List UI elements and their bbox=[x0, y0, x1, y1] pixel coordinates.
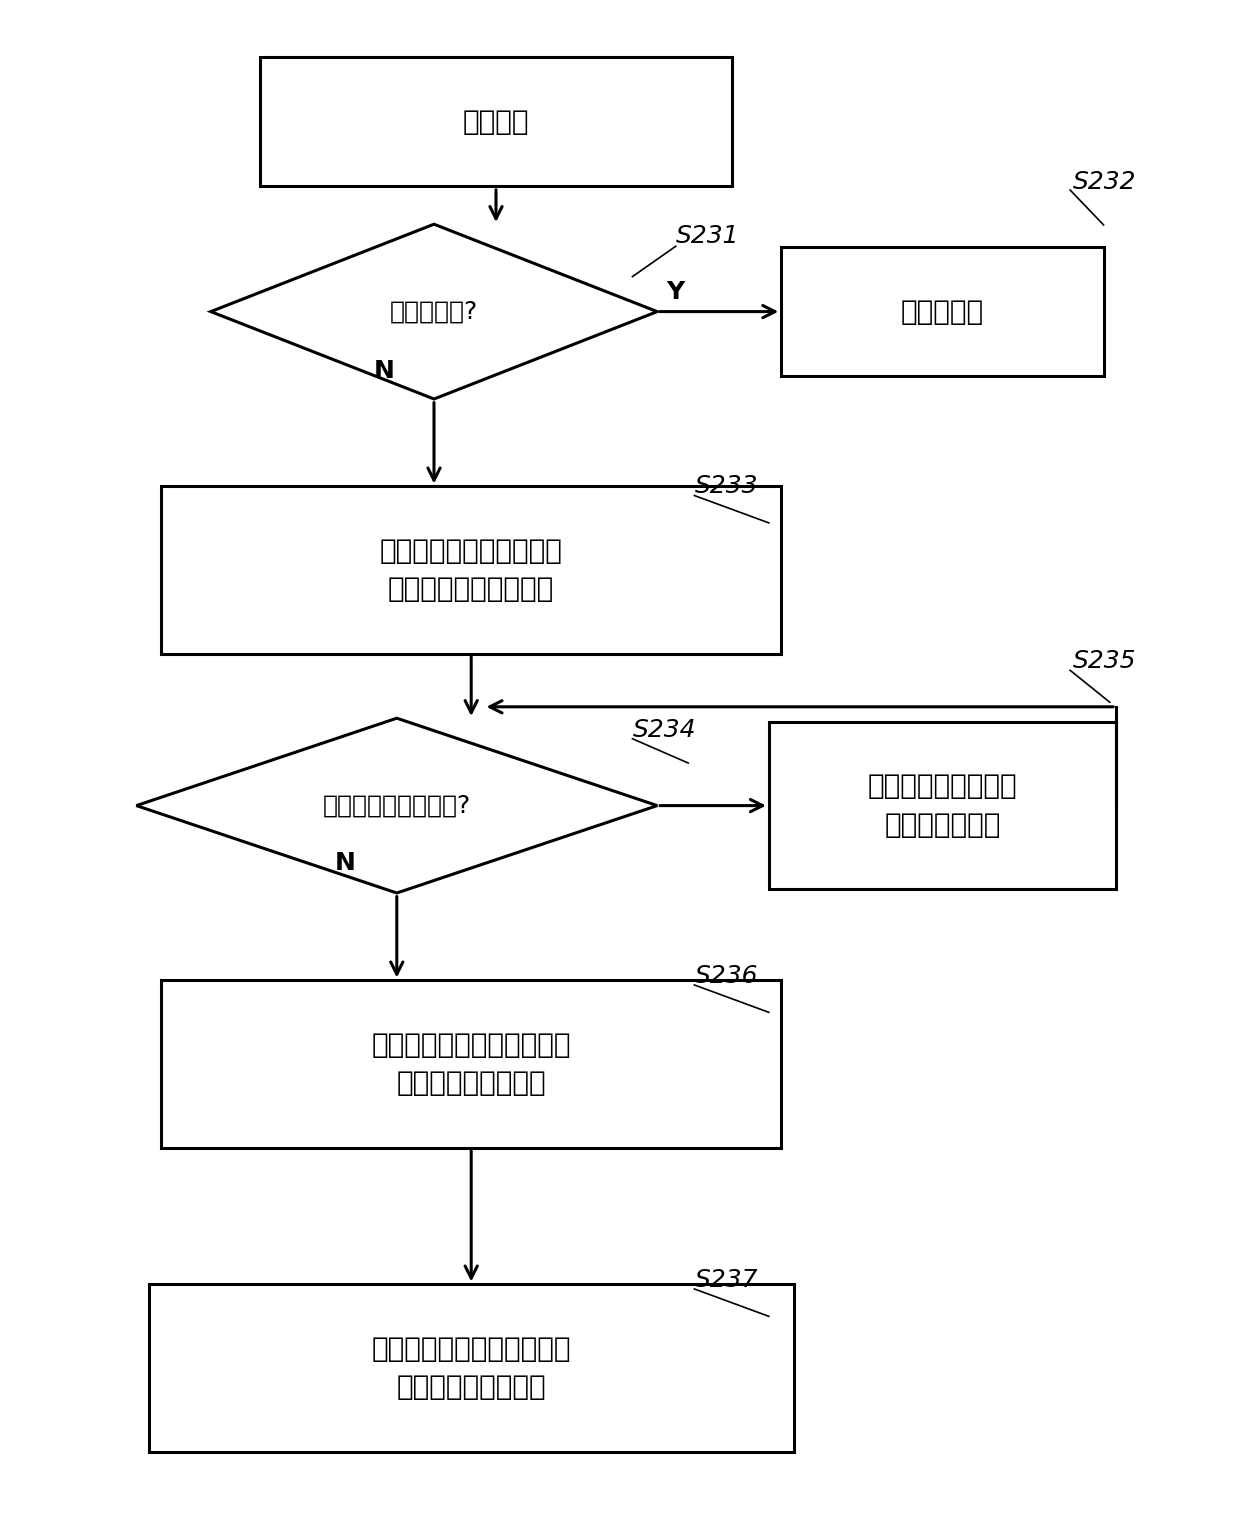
Text: S233: S233 bbox=[694, 474, 758, 499]
Text: S236: S236 bbox=[694, 964, 758, 988]
Text: 从头指针开始遍历链表队
列，逐一检查每个成员: 从头指针开始遍历链表队 列，逐一检查每个成员 bbox=[379, 537, 563, 603]
Text: 返回空指针: 返回空指针 bbox=[900, 298, 985, 325]
Polygon shape bbox=[211, 225, 657, 400]
Bar bbox=[161, 486, 781, 654]
Bar bbox=[781, 246, 1104, 375]
Text: 成员的延迟指针为空?: 成员的延迟指针为空? bbox=[322, 793, 471, 818]
Bar bbox=[161, 980, 781, 1148]
Text: 移向该成员的延迟指
针所指向的成员: 移向该成员的延迟指 针所指向的成员 bbox=[868, 772, 1017, 839]
Text: S232: S232 bbox=[1073, 170, 1136, 195]
Text: 配置开始: 配置开始 bbox=[463, 108, 529, 135]
Text: 头指针为空?: 头指针为空? bbox=[389, 299, 479, 324]
Bar bbox=[260, 56, 732, 185]
Text: 配置类信息中的延迟指针、
刚体数据、延迟时间: 配置类信息中的延迟指针、 刚体数据、延迟时间 bbox=[372, 1335, 570, 1401]
Bar bbox=[149, 1284, 794, 1452]
Text: 该成员作为尾端成员，且获
取该成员的延迟指针: 该成员作为尾端成员，且获 取该成员的延迟指针 bbox=[372, 1031, 570, 1097]
Text: S237: S237 bbox=[694, 1268, 758, 1292]
Polygon shape bbox=[136, 719, 657, 894]
Text: S234: S234 bbox=[632, 717, 696, 742]
Text: Y: Y bbox=[667, 280, 684, 304]
Text: N: N bbox=[335, 851, 355, 876]
Text: S231: S231 bbox=[676, 223, 739, 248]
Text: S235: S235 bbox=[1073, 649, 1136, 673]
Text: N: N bbox=[374, 359, 394, 383]
Bar bbox=[769, 722, 1116, 889]
